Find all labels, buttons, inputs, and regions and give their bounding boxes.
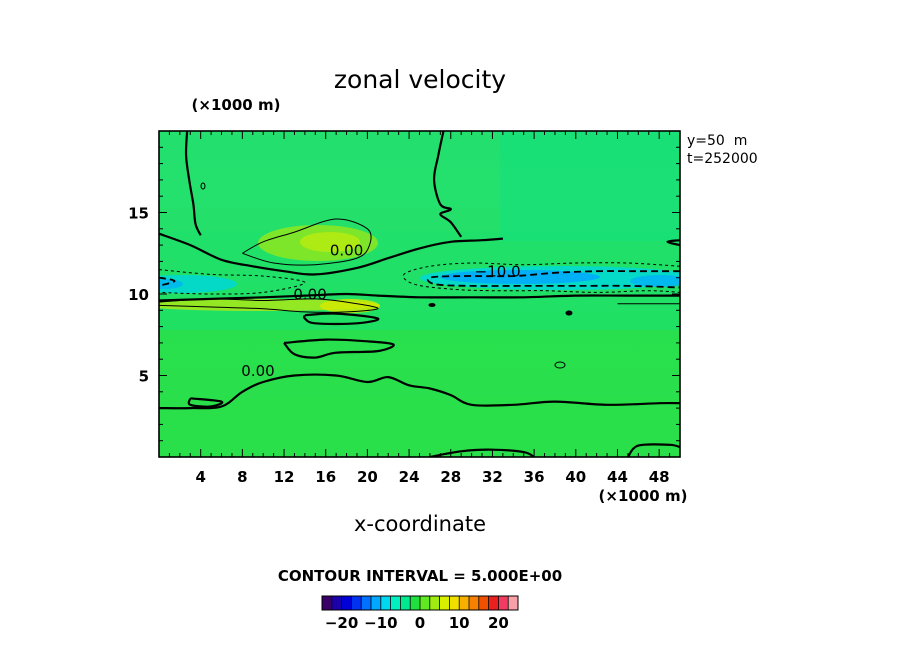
colorbar-cell [449,596,460,610]
colorbar-cell [341,596,352,610]
contour-line-level-0 [626,443,680,457]
colorbar-cell [508,596,519,610]
colorbar [321,595,519,611]
field-lower-band [159,330,680,457]
colorbar-cell [380,596,391,610]
info-y-label: y=50 m [687,133,747,149]
contour-label: 0.00 [241,362,274,380]
x-tick-label: 40 [565,468,586,486]
positive-blob-upper-core [300,232,360,252]
heatmap-field [159,131,680,457]
contour-line-level--5 [402,262,680,293]
negative-jet-right-edge [630,275,680,287]
small-closed-contour [428,303,436,307]
positive-blob-mid [320,299,380,313]
contour-line-level--5 [159,269,306,295]
colorbar-cell [400,596,411,610]
y-tick-labels: 5 10 15 [128,205,149,386]
colorbar-cell [351,596,362,610]
x-tick-label: 16 [315,468,336,486]
contour-line-level--10 [426,270,680,289]
colorbar-cell [488,596,499,610]
x-axis-label: x-coordinate [354,512,486,536]
colorbar-cell [371,596,382,610]
x-tick-label: 36 [524,468,545,486]
x-tick-label: 12 [274,468,295,486]
contour-labels: 0.00 0.00 0.00 −10.0 [241,241,521,380]
contour-line-level-0 [159,373,680,410]
contour-line-level-0 [283,338,395,359]
colorbar-cell [469,596,480,610]
colorbar-labels: −20 −10 0 10 20 [325,614,509,632]
x-tick-label: 24 [399,468,420,486]
colorbar-label: −20 [325,614,358,632]
axis-ticks [159,131,680,457]
negative-jet-left [159,275,237,293]
contour-label: 0.00 [293,285,326,303]
contour-line-level-0 [184,131,202,236]
field-right-upper [500,131,680,241]
contour-label: 0.00 [330,241,363,259]
colorbar-label: 0 [415,614,425,632]
colorbar-cell [459,596,470,610]
contour-line-level--10 [159,276,176,287]
contour-line-level-0 [159,292,680,302]
contour-line-level-0 [159,232,503,276]
small-closed-contour [200,182,206,190]
colorbar-cell [322,596,333,610]
colorbar-cell [498,596,509,610]
y-tick-label: 15 [128,205,149,223]
x-tick-label: 44 [607,468,628,486]
colorbar-cell [420,596,431,610]
colorbar-cell [439,596,450,610]
colorbar-cell [331,596,342,610]
x-tick-label: 4 [195,468,205,486]
x-tick-label: 48 [649,468,670,486]
x-tick-label: 8 [237,468,247,486]
contour-line-level-0 [666,239,680,247]
contour-line-level-0 [187,397,224,408]
colorbar-label: 20 [488,614,509,632]
contour-label: −10.0 [475,262,521,280]
colorbar-cell [429,596,440,610]
colorbar-cell [390,596,401,610]
colorbar-label: −10 [364,614,397,632]
negative-jet-left-core [159,279,183,289]
x-tick-labels: 4 8 12 16 20 24 28 32 36 40 44 48 [195,468,669,486]
x-tick-label: 32 [482,468,503,486]
x-tick-label: 20 [357,468,378,486]
small-closed-contour [565,310,573,316]
chart-title: zonal velocity [334,65,506,94]
contour-line-level-0 [303,312,380,326]
y-unit-label: (×1000 m) [192,96,281,114]
contour-line-level-5 [159,298,379,313]
y-tick-label: 5 [139,368,149,386]
colorbar-label: 10 [449,614,470,632]
negative-jet-right-core [440,270,600,284]
contour-line-level-5 [242,218,372,266]
contour-line-level-0 [432,131,463,238]
colorbar-cell [478,596,489,610]
x-tick-label: 28 [440,468,461,486]
x-unit-label: (×1000 m) [599,487,688,505]
colorbar-frame [321,595,519,611]
info-time-label: t=252000 [687,151,758,167]
small-closed-contour [554,361,566,369]
colorbar-cell [361,596,372,610]
y-tick-label: 10 [128,286,149,304]
contour-interval-text: CONTOUR INTERVAL = 5.000E+00 [278,567,562,585]
colorbar-cell [410,596,421,610]
